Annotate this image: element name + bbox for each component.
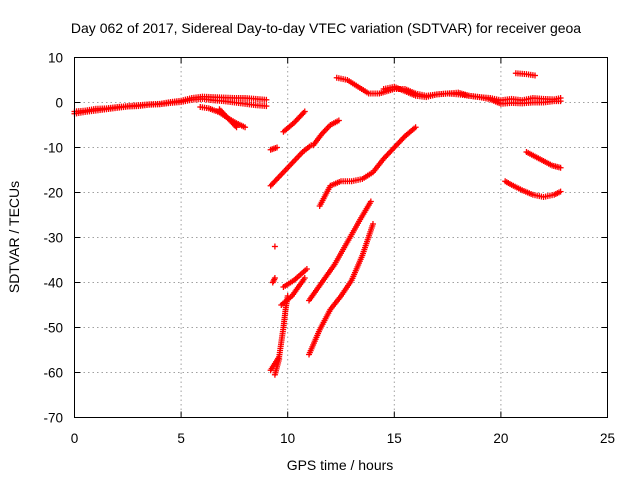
y-tick-label: 0 xyxy=(55,96,63,111)
chart-title: Day 062 of 2017, Sidereal Day-to-day VTE… xyxy=(71,20,581,36)
data-point-arc-9.3d xyxy=(271,243,278,250)
data-points xyxy=(71,70,564,378)
x-axis-label: GPS time / hours xyxy=(287,457,394,473)
data-point-arc-11a xyxy=(412,124,419,131)
data-point-arc-11d xyxy=(369,221,376,227)
x-tick-label: 0 xyxy=(71,431,79,446)
x-tick-labels: 0 5 10 15 20 25 xyxy=(71,431,615,446)
x-tick-label: 10 xyxy=(280,431,295,446)
y-tick-label: -30 xyxy=(43,231,63,246)
data-point-arc-9.7c xyxy=(284,293,291,299)
data-point-arc-11b xyxy=(335,117,342,124)
data-point-arc-11c xyxy=(367,198,374,205)
data-point-arc-baseline-lower xyxy=(263,103,270,110)
data-point-arc-drop-b xyxy=(233,124,240,131)
y-tick-label: 10 xyxy=(48,51,63,66)
data-point-arc-baseline xyxy=(263,96,270,103)
data-point-arc-21b xyxy=(557,164,564,171)
data-point-arc-9.3e xyxy=(271,275,278,281)
y-axis-label: SDTVAR / TECUs xyxy=(6,181,22,293)
data-point-arc-9.3a xyxy=(274,144,281,151)
y-tick-label: -20 xyxy=(43,186,63,201)
x-tick-label: 5 xyxy=(177,431,185,446)
data-point-arc-9.3c xyxy=(301,108,308,115)
y-tick-label: -40 xyxy=(43,276,63,291)
data-point-arc-9.7a xyxy=(303,266,310,272)
x-tick-label: 25 xyxy=(600,431,615,446)
y-tick-label: -10 xyxy=(43,141,63,156)
data-point-arc-drop-a xyxy=(242,124,249,131)
y-tick-label: -60 xyxy=(43,366,63,381)
data-point-arc-20 xyxy=(557,188,564,195)
x-tick-label: 15 xyxy=(387,431,402,446)
data-point-arc-15b xyxy=(557,98,564,105)
data-point-arc-21a xyxy=(532,72,539,79)
y-tick-labels: 10 0 -10 -20 -30 -40 -50 -60 -70 xyxy=(43,51,63,426)
plot-frame xyxy=(74,57,608,418)
y-tick-label: -50 xyxy=(43,321,63,336)
data-point-arc-9.7d xyxy=(276,356,283,362)
x-tick-label: 20 xyxy=(493,431,508,446)
data-point-arc-9.7b xyxy=(301,275,308,281)
grid xyxy=(74,57,608,418)
y-tick-label: -70 xyxy=(43,411,63,426)
